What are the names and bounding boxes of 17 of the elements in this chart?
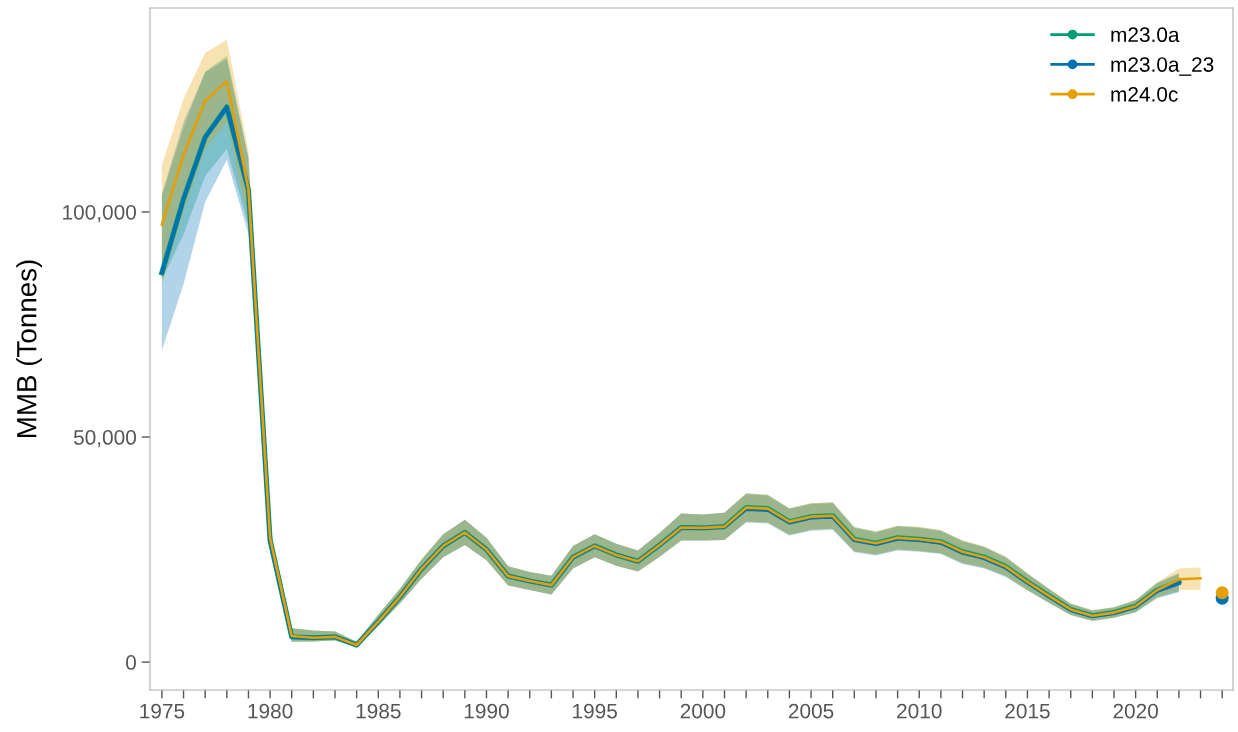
legend-label: m23.0a — [1111, 27, 1180, 43]
x-tick-label: 2020 — [1113, 703, 1158, 719]
x-tick-label: 1990 — [464, 703, 509, 719]
x-tick-label: 1980 — [248, 703, 293, 719]
x-tick-label: 1995 — [573, 703, 617, 719]
x-tick-label: 2015 — [1005, 703, 1050, 719]
y-tick-label: 0 — [126, 655, 136, 670]
x-tick-label: 2005 — [788, 703, 834, 719]
x-tick-label: 1985 — [356, 703, 401, 719]
x-tick-label: 1975 — [140, 703, 185, 719]
legend-label: m24.0c — [1111, 86, 1178, 102]
y-tick-label: 100,000 — [63, 204, 136, 223]
x-tick-label: 2000 — [680, 703, 726, 719]
x-tick-label: 2010 — [897, 703, 942, 719]
y-axis-title: MMB (Tonnes) — [16, 260, 43, 438]
legend-label: m23.0a_23 — [1111, 57, 1214, 76]
y-tick-label: 50,000 — [73, 430, 136, 448]
